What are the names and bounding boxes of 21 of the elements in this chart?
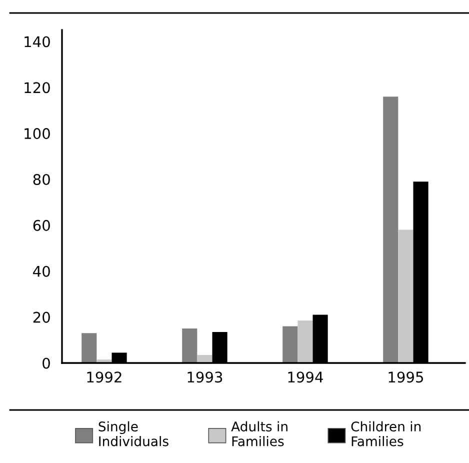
x-tick-label: 1994 [288, 372, 323, 383]
legend-label: Adults in Families [231, 421, 288, 446]
x-tick-label: 1992 [87, 372, 122, 383]
bar [82, 333, 97, 363]
y-tick-label: 80 [33, 174, 50, 186]
bar [298, 320, 313, 363]
bar [398, 230, 414, 363]
y-tick-label: 40 [33, 266, 50, 277]
legend-label: Single Individuals [98, 421, 168, 446]
bar [383, 96, 398, 363]
bar [282, 326, 298, 363]
y-tick-label: 20 [33, 312, 50, 323]
y-tick-label: 140 [24, 36, 50, 48]
bar [182, 328, 198, 363]
y-tick-label: 60 [33, 220, 50, 231]
x-tick-label: 1995 [388, 372, 423, 383]
y-tick-label: 0 [42, 358, 50, 369]
x-tick-label: 1993 [188, 372, 222, 383]
y-tick-label: 120 [24, 82, 50, 94]
legend-label: Children in Families [351, 421, 421, 446]
y-tick-label: 100 [24, 128, 50, 140]
